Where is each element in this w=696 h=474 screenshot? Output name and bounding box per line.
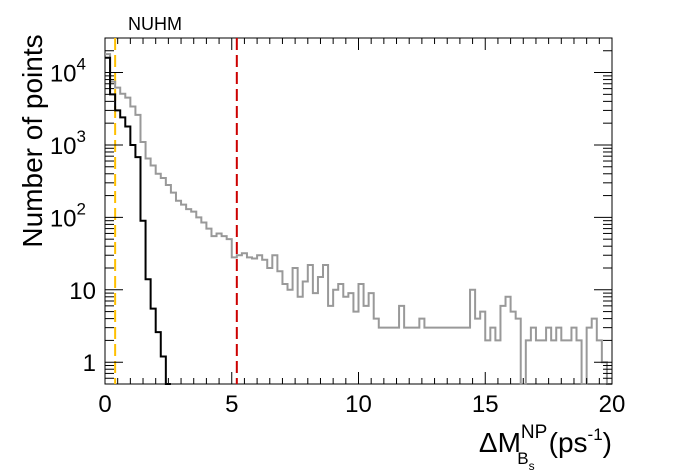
y-tick-label: 1 xyxy=(83,350,96,377)
x-tick-label: 5 xyxy=(225,391,238,418)
y-tick-label: 102 xyxy=(50,199,86,232)
y-tick-label-base: 1 xyxy=(83,350,96,377)
y-tick-label-base: 10 xyxy=(50,61,77,88)
x-tick-label: 10 xyxy=(345,391,372,418)
y-tick-label-base: 10 xyxy=(50,205,77,232)
y-tick-label: 10 xyxy=(69,278,96,305)
x-axis-title-unit: (ps xyxy=(549,427,588,458)
x-axis-title-unit-exp: -1 xyxy=(588,425,603,444)
y-tick-label-base: 10 xyxy=(50,133,77,160)
x-axis-title: ΔMNP Bs (ps-1) xyxy=(479,422,612,473)
y-tick-label: 103 xyxy=(50,127,86,160)
x-tick-label: 20 xyxy=(599,391,626,418)
x-tick-label: 15 xyxy=(472,391,499,418)
y-tick-label-base: 10 xyxy=(69,278,96,305)
y-tick-label-exponent: 4 xyxy=(77,55,86,74)
histogram-series-1 xyxy=(105,56,171,385)
x-axis-title-main: ΔM xyxy=(479,427,521,458)
x-axis-title-sub: B xyxy=(517,449,528,468)
y-tick-label-exponent: 2 xyxy=(77,199,86,218)
x-axis-title-unit-close: ) xyxy=(603,427,612,458)
histogram-series-2 xyxy=(105,53,612,385)
y-tick-label-exponent: 3 xyxy=(77,127,86,146)
model-annotation: NUHM xyxy=(128,14,182,34)
x-axis-title-sup: NP xyxy=(521,422,547,443)
y-axis-title: Number of points xyxy=(17,34,48,247)
x-axis-title-subsub: s xyxy=(529,459,535,473)
x-tick-label: 0 xyxy=(98,391,111,418)
y-tick-label: 104 xyxy=(50,55,86,88)
